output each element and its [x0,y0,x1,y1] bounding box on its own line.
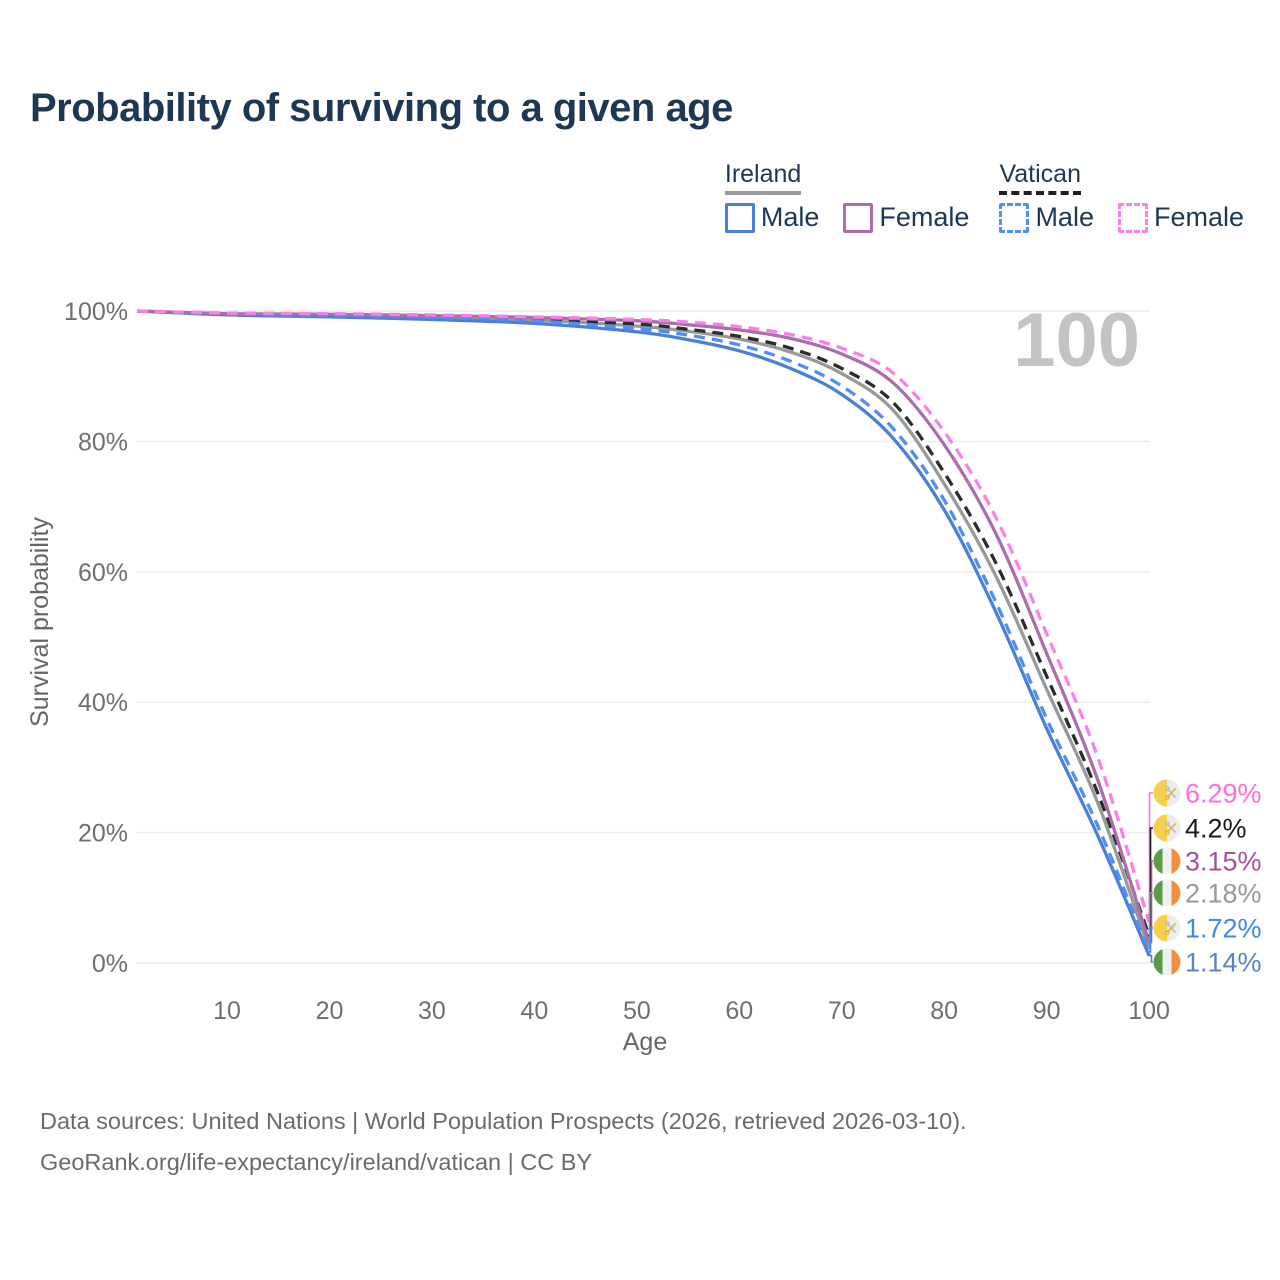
end-label-value-vatican-male: 1.72% [1185,914,1262,944]
flag-icon-vatican [1153,779,1181,807]
ireland-male-swatch-icon [724,202,755,233]
vatican-male-swatch-icon [999,202,1030,233]
legend-item-label: Male [1035,202,1094,232]
series-line-vatican-both-sexes[interactable] [136,309,1151,937]
y-tick-label: 0% [92,950,128,978]
legend-header-vatican[interactable]: Vatican [999,160,1081,195]
x-tick-label: 40 [520,997,548,1025]
footer: Data sources: United Nations | World Pop… [40,1101,967,1183]
y-tick-label: 80% [78,428,128,456]
data-sources-text: Data sources: United Nations | World Pop… [40,1108,967,1134]
end-label-connector [1148,927,1153,953]
ireland-female-swatch-icon [843,202,874,233]
vatican-female-swatch-icon [1117,202,1148,233]
end-label-value-ireland-female: 3.15% [1185,847,1262,877]
x-tick-label: 90 [1033,997,1061,1025]
end-label-value-vatican-female: 6.29% [1185,779,1262,809]
legend: Ireland Male Female Vatican Male Female [724,160,1244,233]
y-tick-label: 20% [78,820,128,848]
end-label-value-vatican-both-sexes: 4.2% [1185,814,1247,844]
y-tick-label: 100% [64,298,128,326]
x-axis-title: Age [623,1028,667,1056]
chart-title: Probability of surviving to a given age [30,86,733,130]
series-line-vatican-male[interactable] [136,309,1151,953]
legend-item-label: Female [879,202,970,232]
flag-icon-ireland [1153,879,1181,907]
y-tick-label: 40% [78,689,128,717]
crossed-keys-emblem [1164,920,1177,936]
y-axis-title: Survival probability [26,517,54,727]
crossed-keys-emblem [1164,820,1177,836]
attribution-text: GeoRank.org/life-expectancy/ireland/vati… [40,1149,593,1175]
end-label-value-ireland-both-sexes: 2.18% [1185,879,1262,909]
series-line-vatican-female[interactable] [136,309,1151,923]
x-tick-label: 60 [725,997,753,1025]
legend-item-label: Male [760,202,820,232]
series-line-ireland-both-sexes[interactable] [136,309,1151,950]
end-label-connector [1148,892,1153,950]
end-label-connector [1148,954,1153,963]
flag-icon-ireland [1153,948,1181,976]
legend-group-ireland: Ireland Male Female [724,160,970,233]
crossed-keys-emblem [1164,785,1177,801]
legend-group-vatican: Vatican Male Female [999,160,1244,233]
x-tick-label: 20 [316,997,344,1025]
flag-icon-vatican [1153,814,1181,842]
x-tick-label: 100 [1128,997,1170,1025]
series-line-ireland-female[interactable] [136,309,1151,943]
series-line-ireland-male[interactable] [136,309,1151,957]
age-indicator-watermark: 100 [1013,298,1140,383]
flag-icon-vatican [1153,914,1181,942]
legend-item-vatican-male[interactable]: Male [999,202,1094,233]
end-label-value-ireland-male: 1.14% [1185,948,1262,978]
x-tick-label: 10 [213,997,241,1025]
x-tick-label: 30 [418,997,446,1025]
legend-item-ireland-male[interactable]: Male [724,202,820,233]
y-tick-label: 60% [78,559,128,587]
legend-item-vatican-female[interactable]: Female [1117,202,1244,233]
legend-header-ireland[interactable]: Ireland [724,160,802,195]
x-tick-label: 80 [930,997,958,1025]
legend-item-ireland-female[interactable]: Female [843,202,970,233]
x-tick-label: 70 [828,997,856,1025]
flag-icon-ireland [1153,847,1181,875]
legend-item-label: Female [1153,202,1244,232]
x-tick-label: 50 [623,997,651,1025]
